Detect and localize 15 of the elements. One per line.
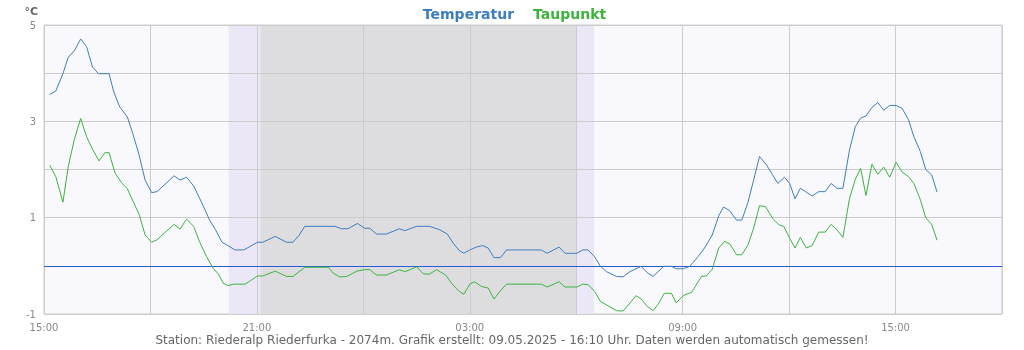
text: Station: Riederalp Riederfurka - 2074m. Grafik erstellt: 09.05.2025 - 16:10 Uhr. Daten werden automatisch gemessen! [155,333,869,347]
text: Taupunkt [533,6,607,22]
y-tick-label: 1 [29,212,36,224]
y-tick-label: 3 [29,115,36,127]
line-series [49,117,938,312]
y-axis-title: °C [24,5,38,18]
line-series [49,38,938,278]
x-tick-label: 15:00 [881,321,910,333]
x-tick-label: 09:00 [668,321,698,333]
y-tick-label: 5 [29,19,36,31]
y-tick-label: -1 [26,308,36,320]
x-tick-label: 15:00 [29,321,59,333]
x-tick-label: 21:00 [242,321,272,333]
text: Temperatur [422,6,515,22]
x-tick-label: 03:00 [455,321,485,333]
